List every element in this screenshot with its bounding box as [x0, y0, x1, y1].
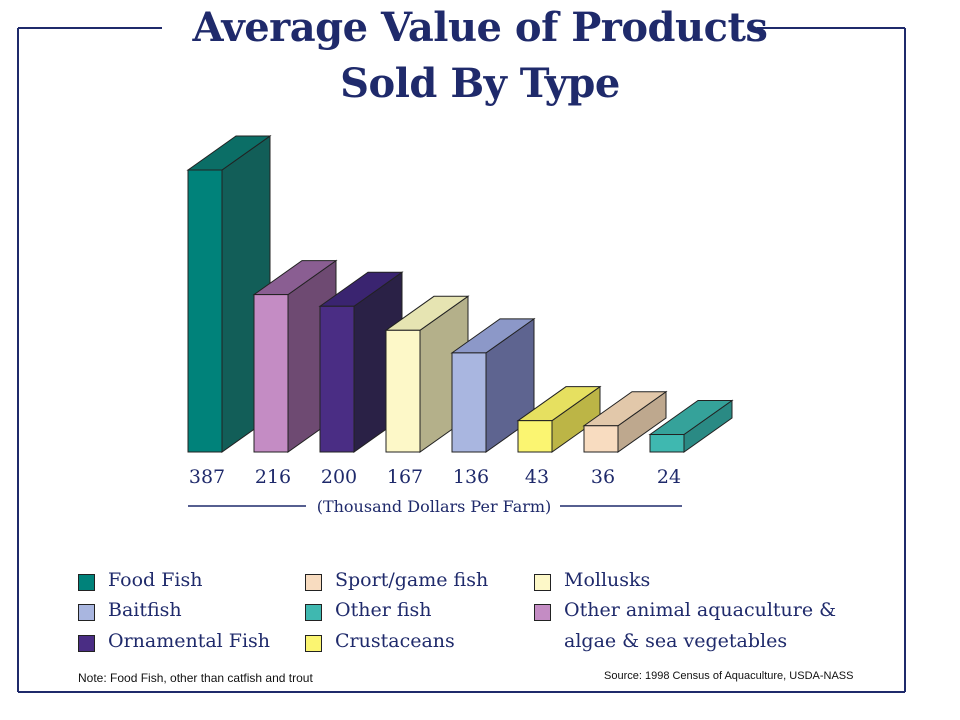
legend-swatch — [534, 574, 551, 591]
legend-label: Other animal aquaculture & — [564, 599, 837, 621]
value-labels-group: 387 216 200 167 136 43 36 24 — [189, 466, 681, 488]
bar-front-face — [385, 329, 421, 453]
bars-group — [186, 135, 734, 453]
legend-label: Other fish — [335, 599, 432, 621]
bar-other-fish — [648, 399, 734, 453]
legend-swatch — [534, 604, 551, 621]
legend-swatch — [78, 635, 95, 652]
legend-label: Sport/game fish — [335, 569, 489, 591]
chart-title-line-2: Sold By Type — [340, 60, 620, 107]
legend-label: algae & sea vegetables — [564, 630, 788, 652]
footnote-source: Source: 1998 Census of Aquaculture, USDA… — [604, 670, 854, 682]
bar-front-face — [319, 305, 355, 453]
legend-swatch — [78, 604, 95, 621]
legend-label: Food Fish — [108, 569, 203, 591]
legend-swatch — [305, 635, 322, 652]
value-label: 136 — [453, 466, 489, 488]
value-label: 216 — [255, 466, 291, 488]
value-label: 36 — [591, 466, 615, 488]
bar-front-face — [187, 169, 223, 453]
bar-front-face — [583, 425, 619, 453]
bar-front-face — [517, 420, 553, 453]
bar-front-face — [451, 352, 487, 453]
legend-label: Baitfish — [108, 599, 182, 621]
chart-title-line-1: Average Value of Products — [192, 4, 768, 51]
bar-other-animal-aquaculture-algae-sea-vegetables — [252, 259, 338, 453]
x-axis-caption: (Thousand Dollars Per Farm) — [317, 497, 552, 516]
legend-swatch — [305, 574, 322, 591]
value-label: 387 — [189, 466, 225, 488]
value-label: 200 — [321, 466, 357, 488]
value-label: 43 — [525, 466, 549, 488]
bar-sport-game-fish — [582, 390, 668, 453]
bar-crustaceans — [516, 385, 602, 453]
bar-front-face — [649, 434, 685, 453]
legend-swatch — [305, 604, 322, 621]
value-label: 167 — [387, 466, 423, 488]
legend-label: Ornamental Fish — [108, 630, 271, 652]
value-label: 24 — [657, 466, 681, 488]
legend-swatch — [78, 574, 95, 591]
footnote-note: Note: Food Fish, other than catfish and … — [78, 671, 313, 685]
legend-label: Mollusks — [564, 569, 651, 591]
legend-label: Crustaceans — [335, 630, 455, 652]
bar-front-face — [253, 294, 289, 453]
